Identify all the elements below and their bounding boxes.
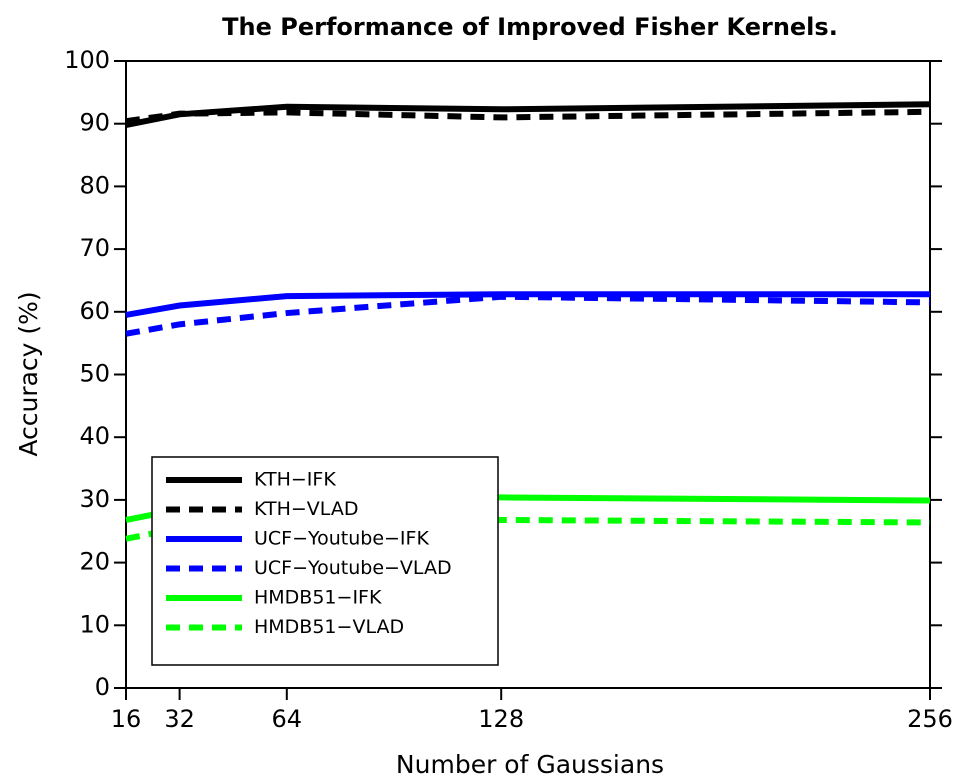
series-line (125, 291, 930, 318)
legend-label: UCF−Youtube−IFK (254, 528, 429, 550)
legend-box (151, 456, 499, 666)
y-tick-label: 0 (95, 673, 110, 701)
y-tick-label: 100 (64, 46, 110, 74)
y-axis-label: Accuracy (%) (14, 291, 43, 456)
y-tick-label: 70 (79, 234, 110, 262)
legend-label: UCF−Youtube−VLAD (254, 557, 452, 579)
series-line (125, 293, 931, 337)
series-line (125, 108, 931, 125)
y-tick-label: 10 (79, 610, 110, 638)
chart-title: The Performance of Improved Fisher Kerne… (222, 13, 838, 41)
x-axis-label: Number of Gaussians (396, 750, 664, 779)
x-tick-label: 32 (164, 705, 195, 733)
y-tick-label: 80 (79, 171, 110, 199)
y-tick-label: 40 (79, 422, 110, 450)
y-tick-label: 50 (79, 360, 110, 388)
legend-label: HMDB51−VLAD (254, 616, 404, 638)
x-tick-label: 16 (111, 705, 142, 733)
legend-label: KTH−VLAD (254, 498, 358, 520)
legend-label: KTH−IFK (254, 469, 336, 491)
y-tick-label: 90 (79, 109, 110, 137)
legend: KTH−IFK KTH−VLAD UCF−Youtube−IFK UCF−Youtub… (151, 456, 499, 666)
legend-label: HMDB51−IFK (254, 587, 382, 609)
y-tick-label: 60 (79, 297, 110, 325)
y-tick-label: 20 (79, 548, 110, 576)
x-tick-label: 64 (272, 705, 303, 733)
y-tick-label: 30 (79, 485, 110, 513)
x-tick-label: 256 (907, 705, 953, 733)
x-tick-label: 128 (478, 705, 524, 733)
